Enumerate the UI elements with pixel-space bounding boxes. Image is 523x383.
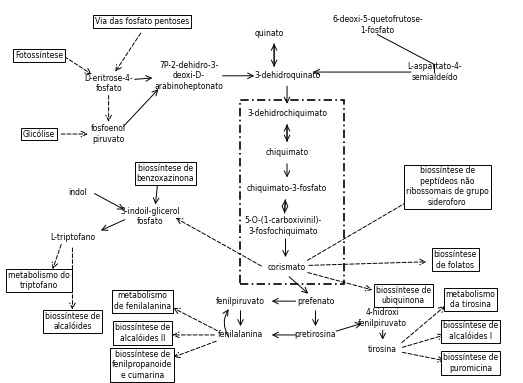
- Text: prefenato: prefenato: [297, 297, 334, 306]
- Text: biossíntese
de folatos: biossíntese de folatos: [434, 250, 476, 270]
- Text: fosfoenol
piruvato: fosfoenol piruvato: [91, 124, 126, 144]
- Text: indol: indol: [68, 188, 87, 197]
- Text: metabolismo do
triptofano: metabolismo do triptofano: [8, 271, 70, 290]
- Text: biossíntese de
benzoxazinona: biossíntese de benzoxazinona: [137, 164, 195, 183]
- Text: D-eritrose-4-
fosfato: D-eritrose-4- fosfato: [84, 74, 133, 93]
- Text: metabolismo
da tirosina: metabolismo da tirosina: [446, 290, 495, 309]
- Text: 6-deoxi-5-quetofrutose-
1-fosfato: 6-deoxi-5-quetofrutose- 1-fosfato: [332, 15, 423, 35]
- Text: biossíntese de
puromicina: biossíntese de puromicina: [443, 354, 498, 373]
- Text: Fotossíntese: Fotossíntese: [15, 51, 63, 60]
- Text: Via das fosfato pentoses: Via das fosfato pentoses: [95, 17, 189, 26]
- Text: biossíntese de
alcalóides: biossíntese de alcalóides: [45, 312, 100, 332]
- Text: fenilpiruvato: fenilpiruvato: [216, 297, 265, 306]
- Text: biossíntese de
alcalóides I: biossíntese de alcalóides I: [443, 321, 498, 341]
- Text: Glicólise: Glicólise: [22, 129, 55, 139]
- Text: corismato: corismato: [268, 263, 306, 272]
- Text: fenilalanina: fenilalanina: [218, 331, 263, 339]
- Text: biossíntese de
fenilpropanoide
e cumarina: biossíntese de fenilpropanoide e cumarin…: [112, 350, 173, 380]
- Text: 3-indoil-glicerol
fosfato: 3-indoil-glicerol fosfato: [120, 207, 180, 226]
- Text: chiquimato-3-fosfato: chiquimato-3-fosfato: [247, 184, 327, 193]
- Text: biossíntese de
peptídeos não
ribossomais de grupo
sideroforo: biossíntese de peptídeos não ribossomais…: [406, 167, 488, 207]
- Text: 3-dehidroquinato: 3-dehidroquinato: [254, 71, 320, 80]
- Text: quinato: quinato: [254, 29, 283, 38]
- Text: 7P-2-dehidro-3-
deoxi-D-
arabinoheptonato: 7P-2-dehidro-3- deoxi-D- arabinoheptonat…: [154, 61, 223, 91]
- Text: L-aspartato-4-
semialdeído: L-aspartato-4- semialdeído: [407, 62, 462, 82]
- Text: biossíntese de
ubiquinona: biossíntese de ubiquinona: [376, 286, 431, 305]
- Text: 4-hidroxi
fenilpiruvato: 4-hidroxi fenilpiruvato: [358, 308, 407, 328]
- Text: tirosina: tirosina: [368, 345, 397, 354]
- Text: chiquimato: chiquimato: [266, 148, 309, 157]
- Text: pretirosina: pretirosina: [294, 331, 336, 339]
- Text: 3-dehidrochiquimato: 3-dehidrochiquimato: [247, 109, 327, 118]
- Text: metabolismo
de fenilalanina: metabolismo de fenilalanina: [113, 291, 171, 311]
- Text: 5-O-(1-carboxivinil)-
3-fosfochiquimato: 5-O-(1-carboxivinil)- 3-fosfochiquimato: [244, 216, 322, 236]
- Text: biossíntese de
alcalóides II: biossíntese de alcalóides II: [115, 323, 170, 343]
- Text: L-triptofano: L-triptofano: [50, 233, 95, 242]
